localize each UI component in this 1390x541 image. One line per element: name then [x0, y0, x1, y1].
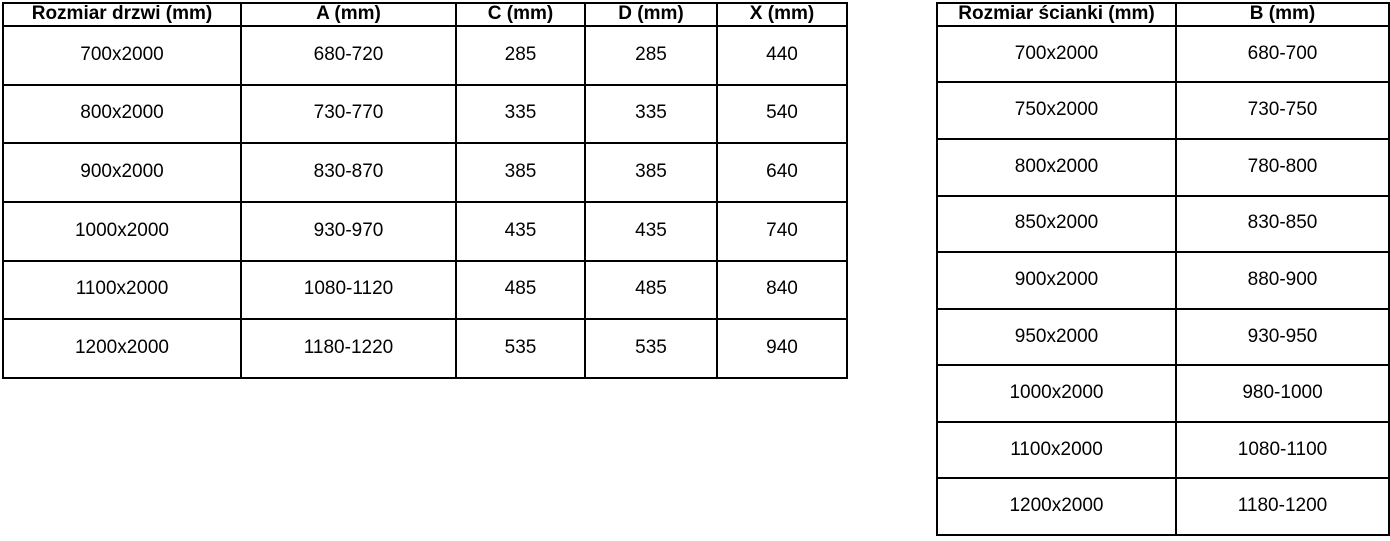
table-cell: 930-950 [1175, 307, 1390, 367]
table-row: 900x2000 880-900 [936, 251, 1390, 310]
table-cell: 730-770 [240, 83, 457, 145]
table-cell: 435 [584, 200, 718, 262]
table-cell: 930-970 [240, 200, 457, 262]
table-cell: 285 [455, 24, 586, 86]
table-cell: 385 [455, 142, 586, 203]
table-cell: 1200x2000 [936, 477, 1177, 536]
table-cell: 840 [716, 259, 848, 321]
door-table-header-size: Rozmiar drzwi (mm) [2, 2, 242, 27]
table-cell: 435 [455, 200, 586, 262]
table-cell: 700x2000 [936, 24, 1177, 84]
table-row: 850x2000 830-850 [936, 194, 1390, 254]
table-cell: 900x2000 [936, 251, 1177, 310]
table-cell: 800x2000 [936, 138, 1177, 197]
table-cell: 880-900 [1175, 251, 1390, 310]
door-table-header-row: Rozmiar drzwi (mm) A (mm) C (mm) D (mm) … [2, 2, 848, 27]
table-cell: 1100x2000 [936, 420, 1177, 480]
table-cell: 385 [584, 142, 718, 203]
table-row: 900x2000 830-870 385 385 640 [2, 142, 848, 203]
table-cell: 680-720 [240, 24, 457, 86]
table-cell: 335 [455, 83, 586, 145]
wall-size-table: Rozmiar ścianki (mm) B (mm) 700x2000 680… [936, 2, 1390, 536]
table-row: 1100x2000 1080-1100 [936, 420, 1390, 480]
table-cell: 1180-1200 [1175, 477, 1390, 536]
table-cell: 700x2000 [2, 24, 242, 86]
door-table-header-a: A (mm) [240, 2, 457, 27]
table-cell: 1100x2000 [2, 259, 242, 321]
door-table-header-d: D (mm) [584, 2, 718, 27]
wall-table-header-b: B (mm) [1175, 2, 1390, 27]
table-row: 700x2000 680-720 285 285 440 [2, 24, 848, 86]
table-cell: 730-750 [1175, 81, 1390, 141]
table-cell: 535 [584, 318, 718, 379]
table-row: 800x2000 780-800 [936, 138, 1390, 197]
wall-table-header-row: Rozmiar ścianki (mm) B (mm) [936, 2, 1390, 27]
table-cell: 1080-1120 [240, 259, 457, 321]
table-cell: 830-870 [240, 142, 457, 203]
door-size-table: Rozmiar drzwi (mm) A (mm) C (mm) D (mm) … [2, 2, 848, 379]
door-table-header-x: X (mm) [716, 2, 848, 27]
table-cell: 485 [584, 259, 718, 321]
table-row: 700x2000 680-700 [936, 24, 1390, 84]
table-cell: 740 [716, 200, 848, 262]
table-row: 1200x2000 1180-1220 535 535 940 [2, 318, 848, 379]
table-cell: 680-700 [1175, 24, 1390, 84]
table-row: 750x2000 730-750 [936, 81, 1390, 141]
table-cell: 750x2000 [936, 81, 1177, 141]
table-cell: 335 [584, 83, 718, 145]
table-cell: 1000x2000 [2, 200, 242, 262]
table-row: 1000x2000 930-970 435 435 740 [2, 200, 848, 262]
table-cell: 1200x2000 [2, 318, 242, 379]
table-cell: 950x2000 [936, 307, 1177, 367]
table-row: 800x2000 730-770 335 335 540 [2, 83, 848, 145]
table-row: 950x2000 930-950 [936, 307, 1390, 367]
table-cell: 800x2000 [2, 83, 242, 145]
wall-table-header-size: Rozmiar ścianki (mm) [936, 2, 1177, 27]
table-cell: 900x2000 [2, 142, 242, 203]
table-row: 1100x2000 1080-1120 485 485 840 [2, 259, 848, 321]
table-cell: 285 [584, 24, 718, 86]
table-cell: 1180-1220 [240, 318, 457, 379]
table-cell: 485 [455, 259, 586, 321]
table-cell: 440 [716, 24, 848, 86]
table-cell: 1000x2000 [936, 364, 1177, 423]
table-cell: 830-850 [1175, 194, 1390, 254]
table-cell: 540 [716, 83, 848, 145]
table-cell: 640 [716, 142, 848, 203]
table-cell: 850x2000 [936, 194, 1177, 254]
table-cell: 980-1000 [1175, 364, 1390, 423]
table-cell: 1080-1100 [1175, 420, 1390, 480]
table-cell: 940 [716, 318, 848, 379]
table-row: 1000x2000 980-1000 [936, 364, 1390, 423]
door-table-header-c: C (mm) [455, 2, 586, 27]
table-cell: 535 [455, 318, 586, 379]
table-row: 1200x2000 1180-1200 [936, 477, 1390, 536]
table-cell: 780-800 [1175, 138, 1390, 197]
